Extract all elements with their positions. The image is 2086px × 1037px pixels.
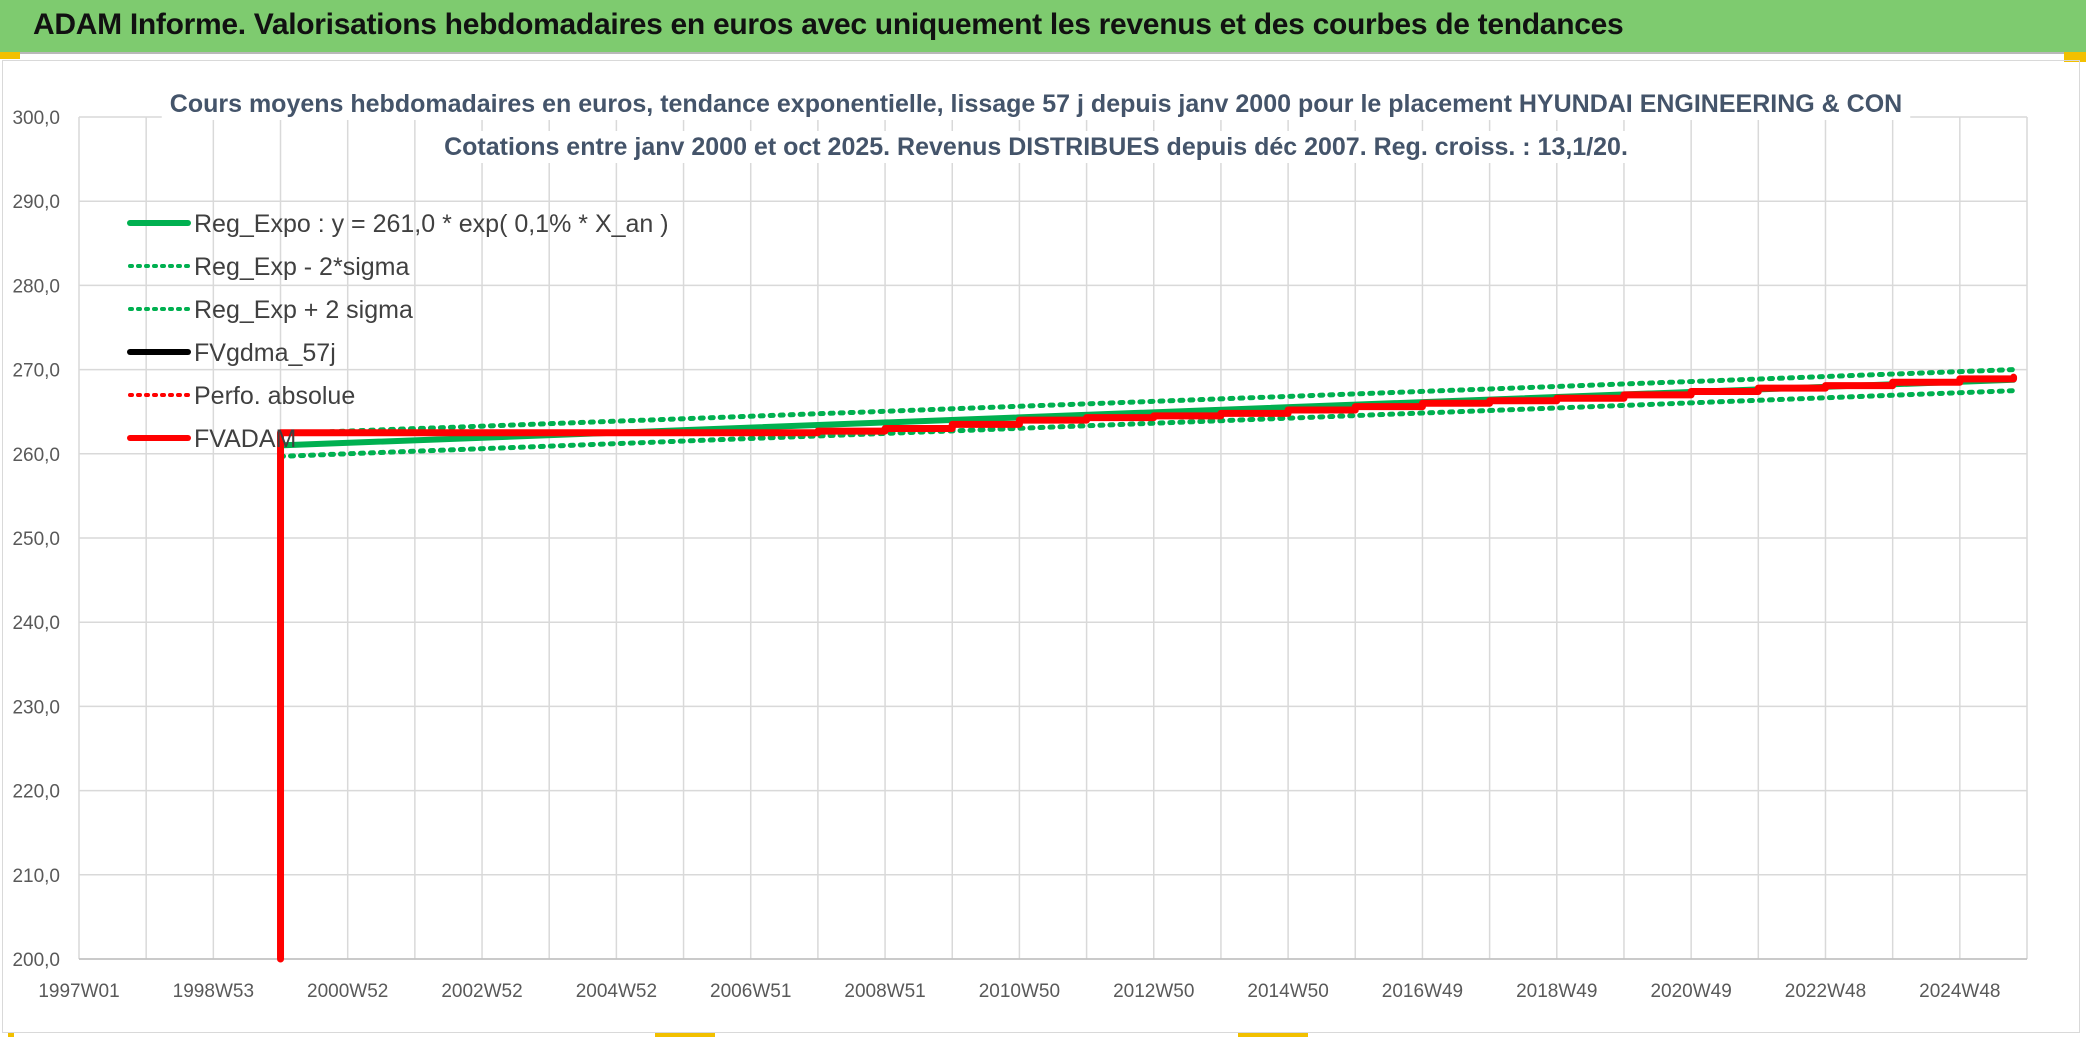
x-tick-label: 2006W51 <box>710 981 791 1002</box>
chart-title: Cours moyens hebdomadaires en euros, ten… <box>170 90 1902 118</box>
y-tick-label: 230,0 <box>12 697 60 718</box>
x-tick-label: 2014W50 <box>1247 981 1328 1002</box>
series-line-reg-exp-2-sigma <box>278 388 2017 459</box>
x-tick-label: 2010W50 <box>979 981 1060 1002</box>
y-tick-label: 210,0 <box>12 866 60 887</box>
legend: Reg_Expo : y = 261,0 * exp( 0,1% * X_an … <box>127 210 669 453</box>
x-tick-label: 2024W48 <box>1919 981 2000 1002</box>
x-tick-label: 1998W53 <box>173 981 254 1002</box>
x-tick-label: 2012W50 <box>1113 981 1194 1002</box>
x-tick-label: 2000W52 <box>307 981 388 1002</box>
series-layer <box>277 367 2018 963</box>
corner-accent-left <box>0 52 20 59</box>
y-tick-label: 240,0 <box>12 613 60 634</box>
y-tick-label: 220,0 <box>12 782 60 803</box>
y-tick-label: 260,0 <box>12 445 60 466</box>
legend-label: Reg_Exp + 2 sigma <box>194 296 413 324</box>
x-tick-label: 2018W49 <box>1516 981 1597 1002</box>
y-tick-label: 280,0 <box>12 276 60 297</box>
y-tick-label: 200,0 <box>12 950 60 971</box>
title-background <box>436 131 1636 163</box>
x-tick-label: 2020W49 <box>1650 981 1731 1002</box>
x-tick-label: 2008W51 <box>844 981 925 1002</box>
x-tick-label: 1997W01 <box>38 981 119 1002</box>
legend-label: Perfo. absolue <box>194 382 355 410</box>
y-tick-label: 300,0 <box>12 108 60 129</box>
y-tick-label: 250,0 <box>12 529 60 550</box>
series-line-reg-exp-2-sigma <box>278 367 2017 437</box>
chart-frame <box>2 60 2080 1033</box>
y-tick-label: 290,0 <box>12 192 60 213</box>
header-bar: ADAM Informe. Valorisations hebdomadaire… <box>0 0 2086 54</box>
y-tick-label: 270,0 <box>12 361 60 382</box>
x-tick-label: 2002W52 <box>441 981 522 1002</box>
grid-lines <box>78 116 2028 960</box>
x-tick-label: 2022W48 <box>1785 981 1866 1002</box>
legend-label: FVADAM <box>194 425 296 453</box>
title-background <box>161 88 1911 120</box>
bottom-accent <box>655 1033 715 1037</box>
axes: 200,0 210,0 220,0 230,0 240,0 250,0 260,0 270,0… <box>12 108 2027 1002</box>
chart-titles: Cours moyens hebdomadaires en euros, ten… <box>161 88 1911 163</box>
series-line-fvadam <box>277 373 2018 963</box>
page-title: ADAM Informe. Valorisations hebdomadaire… <box>33 8 1624 41</box>
chart-subtitle: Cotations entre janv 2000 et oct 2025. R… <box>444 133 1628 161</box>
corner-accent-right <box>2064 52 2086 62</box>
x-tick-label: 2016W49 <box>1382 981 1463 1002</box>
bottom-accent <box>8 1033 14 1037</box>
legend-label: Reg_Exp - 2*sigma <box>194 253 409 281</box>
legend-label: Reg_Expo : y = 261,0 * exp( 0,1% * X_an … <box>194 210 669 238</box>
x-tick-label: 2004W52 <box>576 981 657 1002</box>
bottom-accent <box>1238 1033 1308 1037</box>
legend-label: FVgdma_57j <box>194 339 336 367</box>
